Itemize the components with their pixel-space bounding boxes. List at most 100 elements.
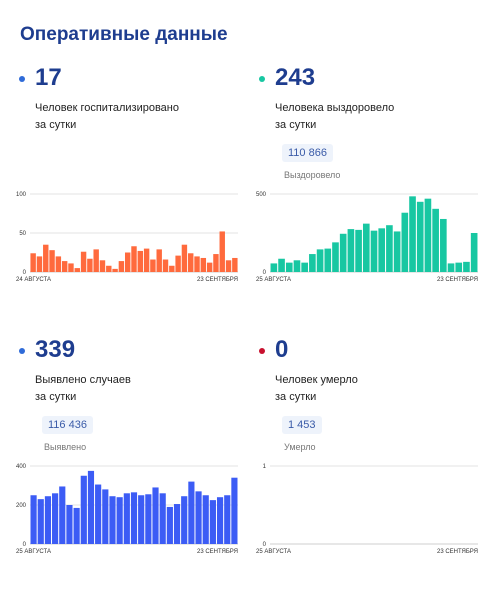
bar — [347, 229, 355, 272]
bar — [393, 231, 401, 272]
bar — [225, 260, 232, 272]
x-start-label: 25 АВГУСТА — [256, 277, 291, 283]
bar — [440, 218, 447, 272]
recovered-period: за сутки — [275, 119, 317, 131]
bar — [30, 495, 37, 544]
bar — [194, 256, 200, 272]
y-tick-label: 1 — [263, 464, 267, 470]
bar — [455, 262, 463, 272]
bar — [124, 252, 131, 272]
bar — [470, 233, 478, 272]
bar — [188, 481, 195, 544]
bar — [200, 257, 207, 272]
bar — [224, 495, 231, 544]
detected-label: Выявлено случаев — [35, 374, 131, 386]
detected-chart: 0 200 400 25 АВГУСТА 23 СЕНТЯБРЯ — [10, 460, 242, 572]
bar — [102, 489, 109, 544]
bar — [87, 258, 93, 272]
hospitalized-chart: 0 50 100 24 АВГУСТА 23 СЕНТЯБРЯ — [10, 188, 242, 300]
bar — [112, 268, 118, 272]
recovered-chart: 0 500 25 АВГУСТА 23 СЕНТЯБРЯ — [250, 188, 482, 300]
bar — [118, 261, 125, 272]
y-tick-label: 50 — [19, 231, 26, 237]
y-tick-label: 0 — [23, 270, 27, 276]
bar — [36, 256, 43, 272]
bar — [386, 225, 393, 272]
deaths-chart: 0 1 25 АВГУСТА 23 СЕНТЯБРЯ — [250, 460, 482, 572]
bar — [80, 475, 87, 544]
bar — [37, 499, 44, 544]
bar — [143, 248, 150, 272]
bar — [278, 258, 285, 272]
bar — [74, 268, 80, 272]
bar — [68, 263, 74, 272]
bar — [61, 261, 68, 272]
bar — [424, 198, 432, 272]
detected-period: за сутки — [35, 391, 77, 403]
detected-value: 339 — [35, 336, 76, 363]
bar — [150, 259, 156, 272]
bar — [378, 228, 386, 272]
bar — [137, 250, 144, 272]
bar — [232, 257, 238, 272]
bar — [231, 477, 238, 544]
bar — [416, 201, 424, 272]
bar — [301, 262, 308, 272]
bar — [202, 495, 209, 544]
bar — [80, 251, 87, 272]
y-tick-label: 200 — [16, 503, 27, 509]
y-tick-label: 0 — [23, 542, 27, 548]
bar — [173, 504, 181, 544]
bar — [162, 259, 169, 272]
deaths-total-badge: 1 453 — [282, 416, 322, 434]
recovered-total-label: Выздоровело — [284, 170, 341, 180]
bar — [285, 262, 293, 272]
bar — [106, 265, 112, 272]
bullet-dot — [19, 76, 25, 82]
x-end-label: 23 СЕНТЯБРЯ — [437, 277, 478, 283]
bar — [293, 260, 301, 272]
x-end-label: 23 СЕНТЯБРЯ — [197, 277, 238, 283]
bar — [43, 244, 49, 272]
bar — [332, 242, 339, 272]
bar — [188, 253, 194, 272]
deaths-period: за сутки — [275, 391, 317, 403]
bar — [409, 196, 416, 272]
bar — [401, 212, 409, 272]
y-tick-label: 0 — [263, 542, 267, 548]
recovered-label: Человека выздоровело — [275, 102, 395, 114]
page-title: Оперативные данные — [20, 24, 228, 45]
bar — [87, 470, 95, 545]
bar — [169, 265, 175, 272]
bar — [216, 497, 224, 544]
bar — [219, 231, 225, 272]
bullet-dot — [19, 348, 25, 354]
bar — [206, 262, 213, 272]
bar — [130, 492, 138, 544]
bar — [270, 263, 278, 272]
x-start-label: 24 АВГУСТА — [16, 277, 51, 283]
bar — [156, 249, 162, 272]
deaths-label: Человек умерло — [275, 374, 358, 386]
bar — [447, 263, 455, 272]
recovered-card: 243 Человека выздоровело за сутки 110 86… — [250, 62, 482, 322]
bar — [52, 493, 59, 544]
bar — [131, 246, 137, 272]
x-end-label: 23 СЕНТЯБРЯ — [197, 549, 238, 555]
bar — [145, 494, 152, 544]
bar — [99, 260, 106, 272]
bar — [463, 261, 470, 272]
x-start-label: 25 АВГУСТА — [16, 549, 51, 555]
bar — [355, 229, 362, 272]
bar — [181, 244, 188, 272]
detected-total-badge: 116 436 — [42, 416, 93, 434]
bar — [109, 496, 116, 544]
bar — [309, 254, 316, 272]
bar — [316, 249, 324, 272]
bar — [55, 256, 62, 272]
bullet-dot — [259, 76, 265, 82]
bar — [49, 250, 55, 272]
deaths-value: 0 — [275, 336, 289, 363]
hospitalized-period: за сутки — [35, 119, 77, 131]
bullet-dot — [259, 348, 265, 354]
